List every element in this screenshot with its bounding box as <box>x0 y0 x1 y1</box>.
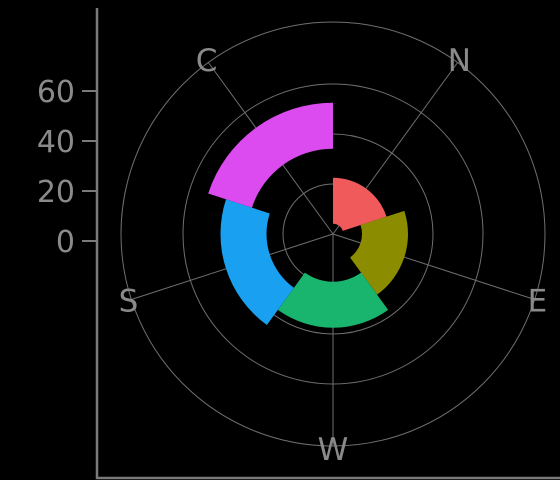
value-tick-label-60: 60 <box>37 75 75 110</box>
angular-label-w: W <box>318 432 349 468</box>
angular-labels: N E W S C <box>119 43 548 468</box>
radial-value-axis: 0 20 40 60 <box>37 8 560 480</box>
polar-grid <box>120 21 546 447</box>
bar-w <box>277 272 389 328</box>
bar-n <box>333 177 387 231</box>
angular-label-s: S <box>119 283 139 319</box>
angular-label-c: C <box>196 43 218 79</box>
value-tick-label-40: 40 <box>37 125 75 160</box>
angular-label-e: E <box>528 283 548 319</box>
value-axis-line <box>95 8 560 480</box>
bar-c <box>208 102 333 208</box>
polar-bars <box>208 102 408 328</box>
bar-s <box>220 199 294 326</box>
bar-e <box>350 210 408 295</box>
angular-label-n: N <box>448 43 471 79</box>
value-tick-label-0: 0 <box>56 225 75 260</box>
value-tick-label-20: 20 <box>37 175 75 210</box>
